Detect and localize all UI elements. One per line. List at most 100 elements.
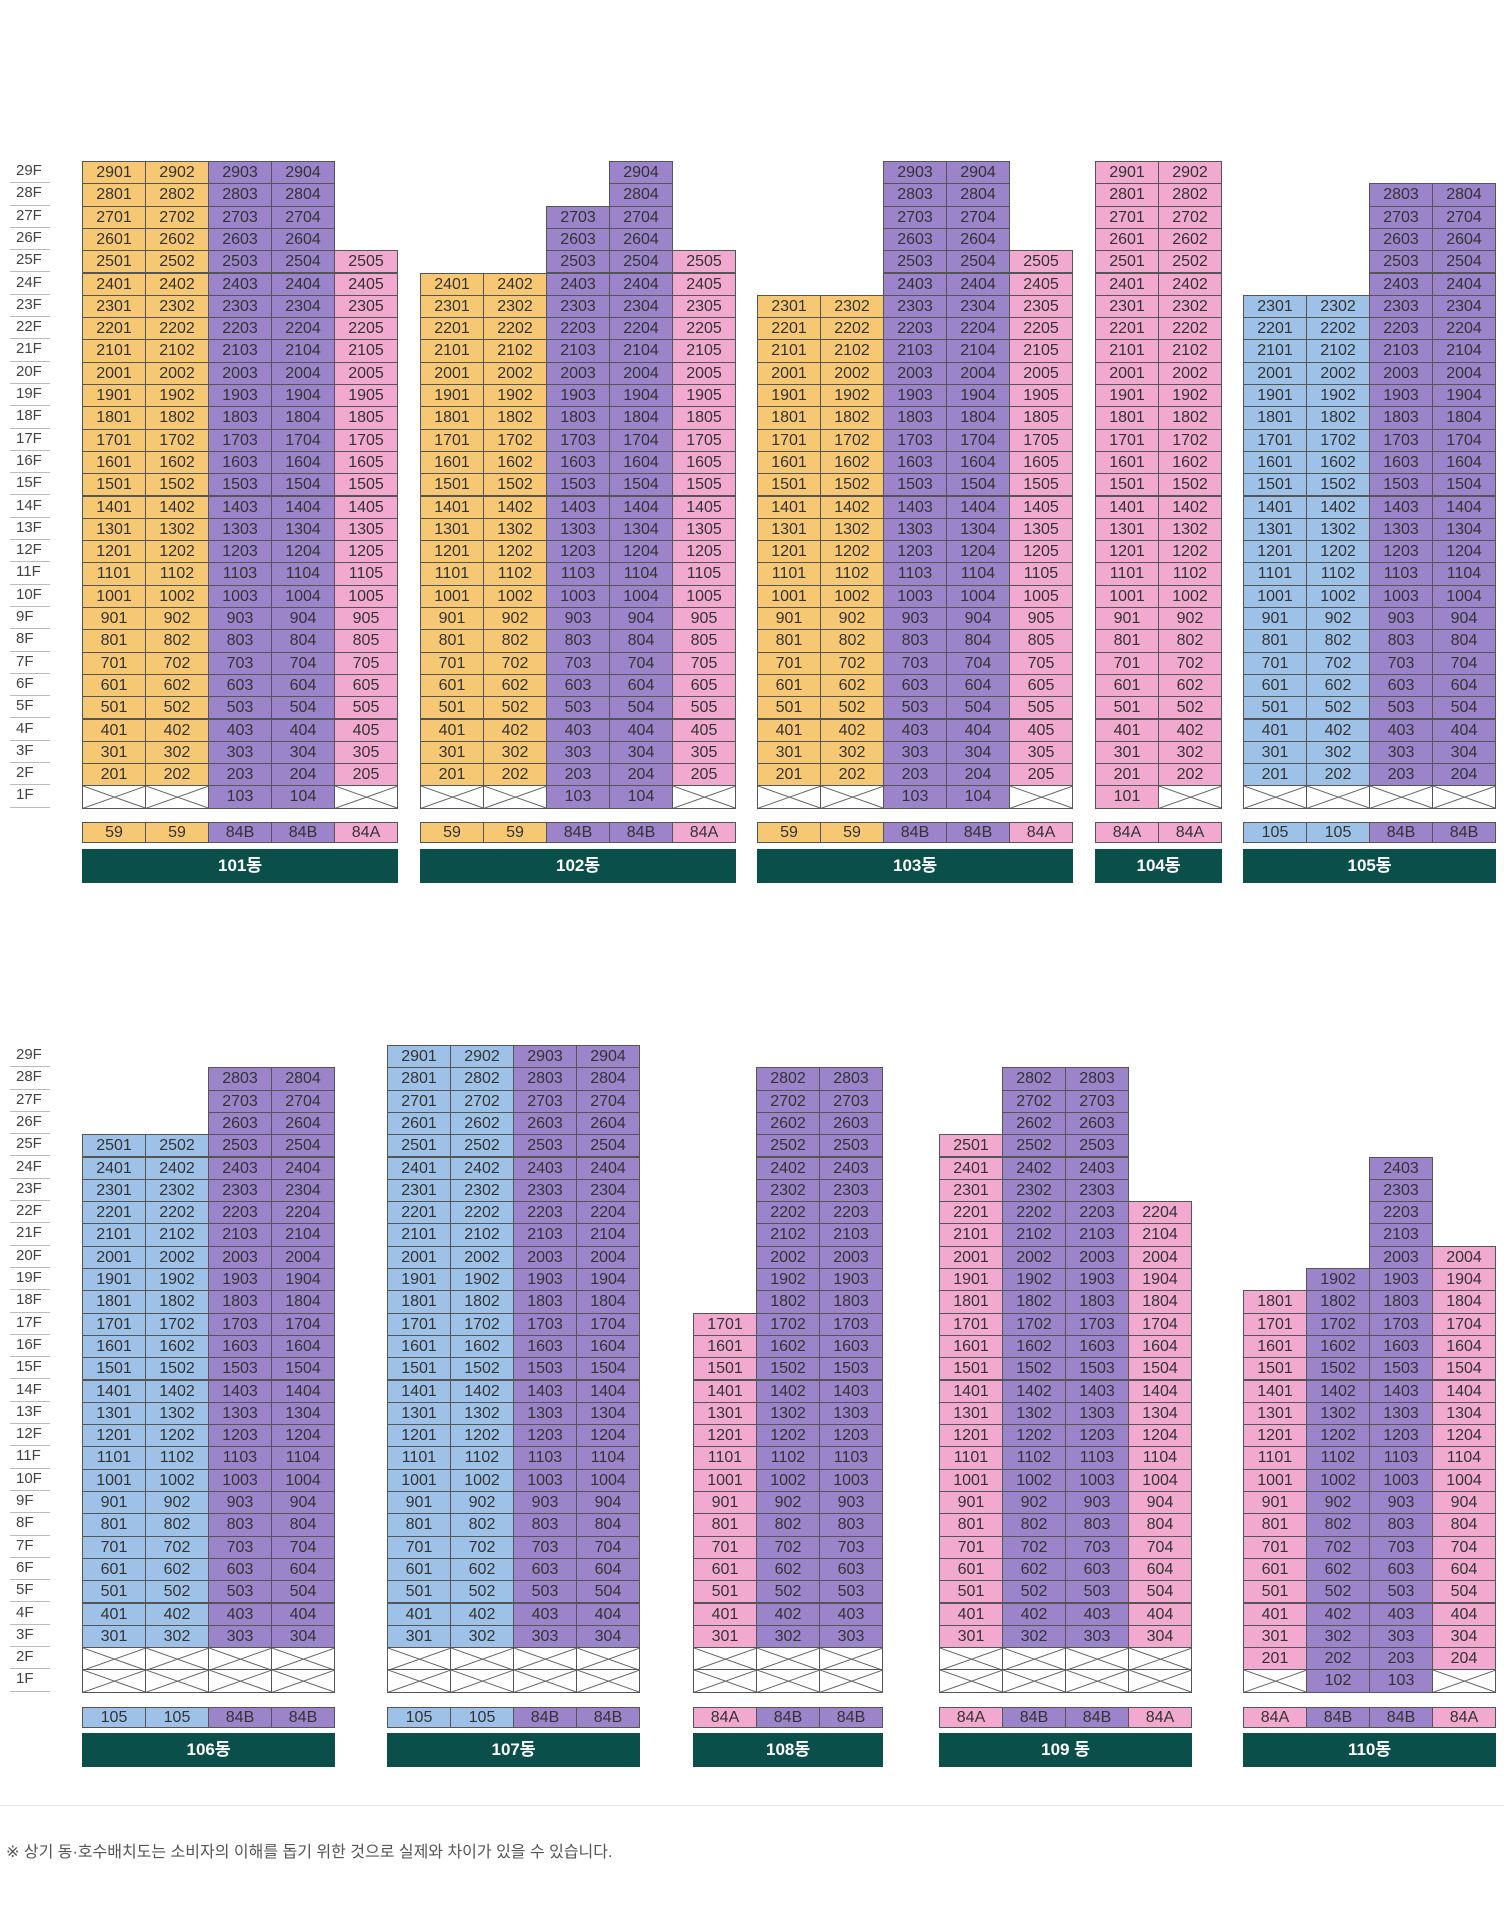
unit-cell[interactable]: 501 bbox=[939, 1580, 1003, 1604]
unit-cell[interactable]: 204 bbox=[271, 763, 335, 787]
unit-cell[interactable]: 1603 bbox=[819, 1334, 883, 1359]
unit-cell[interactable]: 902 bbox=[450, 1491, 514, 1515]
unit-cell[interactable]: 1504 bbox=[1432, 473, 1496, 497]
unit-cell[interactable]: 2703 bbox=[208, 1089, 272, 1113]
unit-cell[interactable]: 1802 bbox=[1306, 1290, 1370, 1314]
unit-cell[interactable]: 703 bbox=[883, 651, 947, 675]
unit-cell[interactable]: 1703 bbox=[546, 428, 610, 452]
unit-cell[interactable]: 503 bbox=[1369, 696, 1433, 720]
unit-cell[interactable]: 1302 bbox=[820, 517, 884, 542]
unit-cell[interactable]: 1203 bbox=[883, 540, 947, 564]
unit-cell[interactable]: 1203 bbox=[819, 1424, 883, 1448]
unit-cell[interactable]: 2201 bbox=[82, 1201, 146, 1225]
unit-cell[interactable]: 2301 bbox=[387, 1178, 451, 1203]
unit-cell[interactable]: 303 bbox=[883, 740, 947, 765]
unit-cell[interactable]: 2002 bbox=[145, 1245, 209, 1269]
unit-cell[interactable]: 2003 bbox=[546, 361, 610, 385]
unit-cell[interactable]: 1102 bbox=[450, 1446, 514, 1470]
unit-cell[interactable]: 804 bbox=[609, 629, 673, 653]
unit-cell[interactable]: 1202 bbox=[1306, 540, 1370, 564]
unit-cell[interactable]: 2604 bbox=[1432, 227, 1496, 252]
unit-cell[interactable]: 1402 bbox=[483, 495, 547, 519]
unit-cell[interactable]: 402 bbox=[1306, 1602, 1370, 1626]
unit-cell[interactable]: 2205 bbox=[672, 317, 736, 341]
unit-cell[interactable]: 2704 bbox=[271, 205, 335, 229]
unit-cell[interactable]: 2803 bbox=[1369, 183, 1433, 207]
unit-cell[interactable]: 604 bbox=[609, 673, 673, 698]
unit-cell[interactable]: 1502 bbox=[1306, 1357, 1370, 1381]
unit-cell[interactable]: 1302 bbox=[145, 1401, 209, 1426]
unit-cell[interactable]: 603 bbox=[819, 1557, 883, 1582]
unit-cell[interactable]: 501 bbox=[82, 696, 146, 720]
unit-cell[interactable]: 802 bbox=[145, 629, 209, 653]
unit-cell[interactable]: 103 bbox=[208, 785, 272, 809]
unit-cell[interactable]: 904 bbox=[1432, 607, 1496, 631]
unit-cell[interactable]: 205 bbox=[334, 763, 398, 787]
unit-cell[interactable]: 1001 bbox=[387, 1468, 451, 1492]
unit-cell[interactable]: 2003 bbox=[1369, 361, 1433, 385]
unit-cell[interactable]: 604 bbox=[271, 1557, 335, 1582]
unit-cell[interactable]: 2903 bbox=[208, 161, 272, 185]
unit-cell[interactable]: 1202 bbox=[756, 1424, 820, 1448]
unit-cell[interactable]: 1502 bbox=[1002, 1357, 1066, 1381]
unit-cell[interactable]: 1902 bbox=[1306, 384, 1370, 408]
unit-cell[interactable]: 1501 bbox=[939, 1357, 1003, 1381]
unit-cell[interactable]: 902 bbox=[483, 607, 547, 631]
unit-cell[interactable]: 1701 bbox=[82, 428, 146, 452]
unit-cell[interactable]: 903 bbox=[819, 1491, 883, 1515]
unit-cell[interactable]: 2503 bbox=[208, 250, 272, 274]
unit-cell[interactable]: 402 bbox=[145, 718, 209, 742]
unit-cell[interactable]: 2302 bbox=[1306, 294, 1370, 319]
unit-cell[interactable]: 2103 bbox=[1065, 1223, 1129, 1247]
unit-cell[interactable]: 2103 bbox=[819, 1223, 883, 1247]
unit-cell[interactable]: 803 bbox=[1369, 629, 1433, 653]
unit-cell[interactable]: 2102 bbox=[483, 339, 547, 363]
unit-cell[interactable]: 2201 bbox=[82, 317, 146, 341]
unit-cell[interactable]: 1901 bbox=[1243, 384, 1307, 408]
unit-cell[interactable]: 1804 bbox=[576, 1290, 640, 1314]
unit-cell[interactable]: 1404 bbox=[576, 1379, 640, 1403]
unit-cell[interactable]: 2204 bbox=[271, 317, 335, 341]
unit-cell[interactable]: 2301 bbox=[757, 294, 821, 319]
unit-cell[interactable]: 1103 bbox=[1369, 1446, 1433, 1470]
unit-cell[interactable]: 703 bbox=[1065, 1535, 1129, 1559]
unit-cell[interactable]: 2501 bbox=[387, 1134, 451, 1158]
unit-cell[interactable]: 901 bbox=[757, 607, 821, 631]
unit-cell[interactable]: 1501 bbox=[1095, 473, 1159, 497]
unit-cell[interactable]: 1302 bbox=[1306, 1401, 1370, 1426]
unit-cell[interactable]: 2004 bbox=[271, 1245, 335, 1269]
unit-cell[interactable]: 2802 bbox=[1002, 1067, 1066, 1091]
unit-cell[interactable]: 1803 bbox=[1369, 1290, 1433, 1314]
unit-cell[interactable]: 1804 bbox=[1432, 1290, 1496, 1314]
unit-cell[interactable]: 1304 bbox=[1432, 517, 1496, 542]
unit-cell[interactable]: 1702 bbox=[1306, 428, 1370, 452]
unit-cell[interactable]: 2001 bbox=[82, 1245, 146, 1269]
unit-cell[interactable]: 2001 bbox=[939, 1245, 1003, 1269]
unit-cell[interactable]: 1102 bbox=[1306, 562, 1370, 586]
unit-cell[interactable]: 902 bbox=[1306, 1491, 1370, 1515]
unit-cell[interactable]: 1701 bbox=[757, 428, 821, 452]
unit-cell[interactable]: 201 bbox=[1243, 1647, 1307, 1671]
unit-cell[interactable]: 2401 bbox=[82, 1156, 146, 1180]
unit-cell[interactable]: 2703 bbox=[208, 205, 272, 229]
unit-cell[interactable]: 401 bbox=[82, 718, 146, 742]
unit-cell[interactable]: 2003 bbox=[208, 361, 272, 385]
unit-cell[interactable]: 605 bbox=[672, 673, 736, 698]
unit-cell[interactable]: 1703 bbox=[1369, 428, 1433, 452]
unit-cell[interactable]: 2004 bbox=[946, 361, 1010, 385]
unit-cell[interactable]: 1702 bbox=[450, 1312, 514, 1336]
unit-cell[interactable]: 2201 bbox=[420, 317, 484, 341]
unit-cell[interactable]: 1002 bbox=[1306, 1468, 1370, 1492]
unit-cell[interactable]: 1904 bbox=[271, 1268, 335, 1292]
unit-cell[interactable]: 1505 bbox=[334, 473, 398, 497]
unit-cell[interactable]: 1204 bbox=[946, 540, 1010, 564]
unit-cell[interactable]: 802 bbox=[1306, 1513, 1370, 1537]
unit-cell[interactable]: 1305 bbox=[334, 517, 398, 542]
unit-cell[interactable]: 502 bbox=[1306, 696, 1370, 720]
unit-cell[interactable]: 1101 bbox=[693, 1446, 757, 1470]
unit-cell[interactable]: 1402 bbox=[145, 495, 209, 519]
unit-cell[interactable]: 1605 bbox=[1009, 450, 1073, 475]
unit-cell[interactable]: 701 bbox=[693, 1535, 757, 1559]
unit-cell[interactable]: 603 bbox=[208, 673, 272, 698]
unit-cell[interactable]: 805 bbox=[1009, 629, 1073, 653]
